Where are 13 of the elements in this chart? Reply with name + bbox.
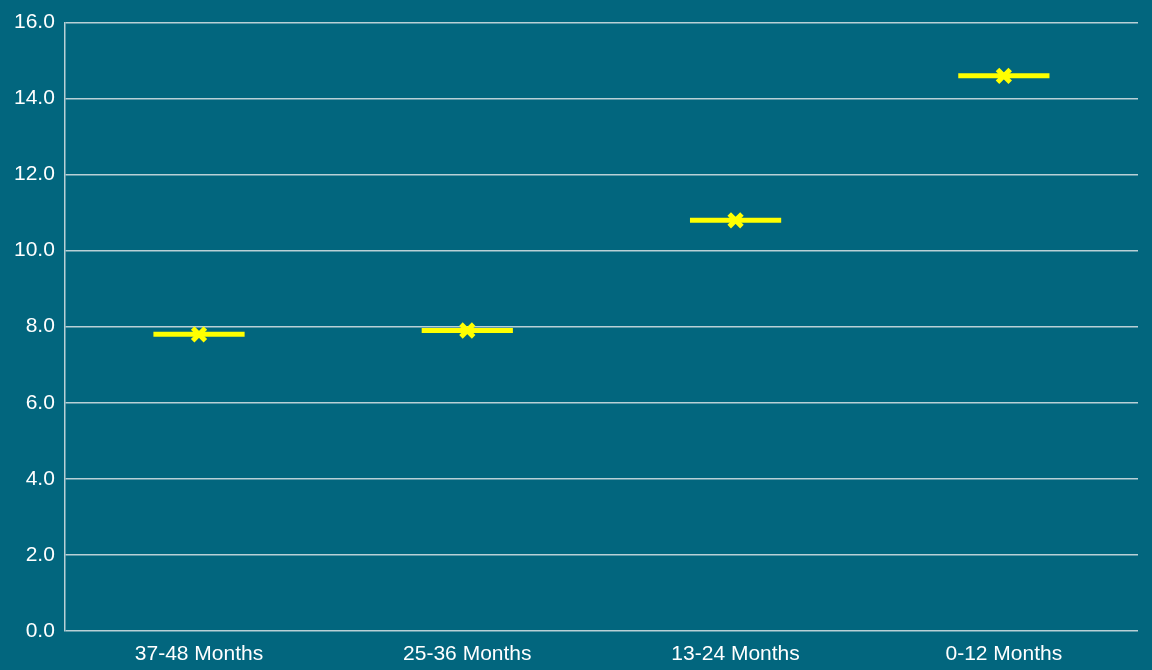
x-tick-label: 0-12 Months [945, 641, 1063, 665]
y-tick-label: 14.0 [14, 85, 55, 109]
y-tick-label: 16.0 [14, 9, 55, 33]
x-tick-label: 37-48 Months [134, 641, 264, 665]
y-tick-label: 4.0 [25, 465, 55, 489]
y-tick-label: 12.0 [14, 161, 55, 185]
y-tick-label: 2.0 [25, 541, 55, 565]
y-tick-label: 6.0 [25, 389, 55, 413]
x-tick-label: 13-24 Months [671, 641, 800, 665]
y-tick-label: 0.0 [25, 617, 55, 641]
y-tick-label: 8.0 [25, 313, 55, 337]
x-tick-label: 25-36 Months [403, 641, 532, 665]
y-tick-label: 10.0 [14, 237, 55, 261]
